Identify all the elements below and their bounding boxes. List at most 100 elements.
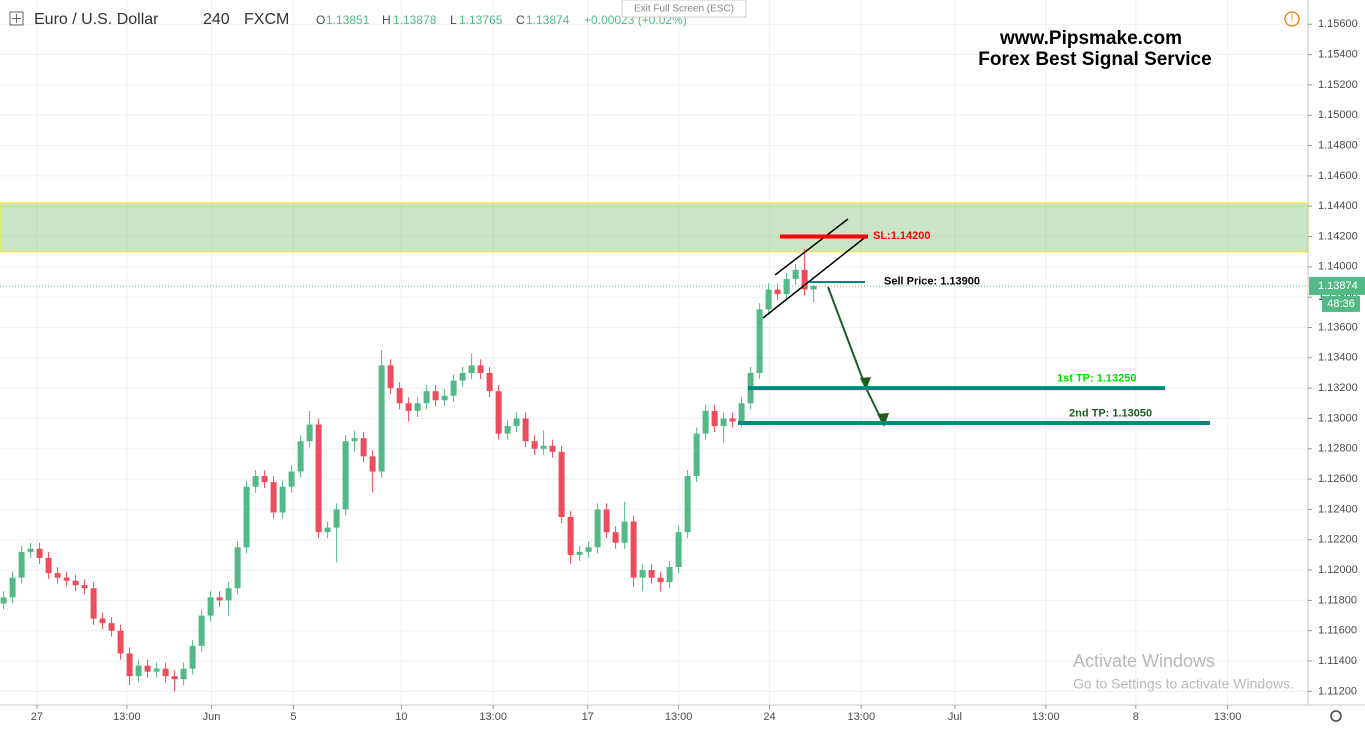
candle-body: [783, 278, 790, 295]
candle-body: [513, 418, 520, 427]
ohlc-label: H: [382, 13, 391, 27]
y-tick-label: 1.13200: [1318, 382, 1358, 394]
candle-body: [468, 365, 475, 373]
candle-body: [99, 618, 106, 624]
exit-button-label[interactable]: Exit Full Screen (ESC): [634, 4, 734, 15]
candle-body: [126, 653, 133, 677]
candle-body: [639, 570, 646, 578]
candle-body: [729, 418, 736, 422]
x-tick-label: 5: [290, 711, 296, 723]
x-tick-label: 8: [1133, 711, 1139, 723]
exit-button[interactable]: [621, 0, 747, 18]
zone: [0, 202, 1309, 253]
arrow-head: [860, 377, 871, 390]
y-tick-label: 1.15200: [1318, 79, 1358, 91]
price-label-box: [1309, 276, 1365, 295]
candle-body: [576, 551, 583, 555]
candle-body: [612, 532, 619, 543]
candle-body: [423, 391, 430, 404]
candle-body: [243, 486, 250, 548]
candle-body: [774, 289, 781, 295]
ohlc-value: 1.13878: [393, 13, 437, 27]
header: Euro / U.S. Dollar 240 FXCM O 1.13851 H …: [9, 0, 1342, 722]
y-tick-label: 1.15000: [1318, 109, 1358, 121]
x-tick-label: 13:00: [113, 711, 141, 723]
source: FXCM: [244, 11, 289, 28]
candle-body: [36, 548, 43, 558]
candle-body: [27, 548, 34, 552]
level-label: Sell Price: 1.13900: [884, 275, 980, 287]
y-tick-label: 1.14600: [1318, 170, 1358, 182]
annotations: SL:1.14200 Sell Price: 1.13900 1st TP: 1.1…: [0, 230, 1308, 425]
alert-icon[interactable]: [1284, 11, 1300, 27]
candle-body: [630, 521, 637, 578]
candle-body: [792, 269, 799, 279]
candle-body: [666, 567, 673, 583]
ohlc-label: L: [450, 13, 457, 27]
candle-body: [270, 482, 277, 513]
candle-body: [396, 388, 403, 404]
x-tick-label: Jul: [948, 711, 962, 723]
candle-body: [189, 645, 196, 669]
arrow-head: [877, 413, 889, 427]
y-tick-label: 1.15400: [1318, 48, 1358, 60]
ohlc-label: O: [316, 13, 325, 27]
candle-body: [261, 476, 268, 483]
watermark: Forex Best Signal Service: [978, 49, 1211, 70]
candle-body: [225, 588, 232, 601]
y-tick-label: 1.12600: [1318, 473, 1358, 485]
candle-body: [594, 509, 601, 548]
ohlc-value: 1.13851: [326, 13, 370, 27]
candle-body: [378, 365, 385, 472]
candle-body: [567, 517, 574, 555]
candle-body: [756, 309, 763, 373]
candle-body: [540, 445, 547, 449]
x-tick-label: 17: [582, 711, 594, 723]
x-tick-label: Jun: [203, 711, 221, 723]
candle-body: [711, 410, 718, 427]
x-tick-label: 13:00: [665, 711, 693, 723]
countdown: 48:36: [1327, 298, 1355, 310]
candle-body: [54, 573, 61, 578]
grid: [0, 0, 1308, 705]
ohlc-value: 1.13874: [526, 13, 570, 27]
candle-body: [495, 391, 502, 434]
candle-body: [450, 380, 457, 396]
x-tick-label: 27: [31, 711, 43, 723]
symbol: Euro / U.S. Dollar: [34, 11, 159, 28]
candle-body: [585, 547, 592, 552]
watermark: www.Pipsmake.com: [999, 28, 1182, 49]
candle-body: [477, 365, 484, 373]
header-icon[interactable]: [9, 11, 24, 26]
candle-body: [522, 418, 529, 442]
candle-body: [693, 433, 700, 477]
y-tick-label: 1.12400: [1318, 503, 1358, 515]
x-tick-label: 10: [395, 711, 407, 723]
candle-body: [414, 403, 421, 411]
candle-body: [504, 426, 511, 434]
y-tick-label: 1.14200: [1318, 230, 1358, 242]
settings-icon[interactable]: [1330, 710, 1342, 722]
candle-body: [117, 630, 124, 654]
candle-body: [441, 395, 448, 401]
x-tick-label: 24: [763, 711, 775, 723]
candle-body: [486, 372, 493, 392]
x-tick-label: 13:00: [479, 711, 507, 723]
candle-body: [198, 615, 205, 646]
candle-body: [405, 403, 412, 411]
candle-body: [216, 597, 223, 601]
level-label: 1st TP: 1.13250: [1057, 373, 1137, 385]
candle-body: [207, 597, 214, 616]
y-tick-label: 1.11800: [1318, 594, 1357, 606]
y-tick-label: 1.11600: [1318, 625, 1357, 637]
candle-body: [765, 289, 772, 310]
candle-body: [72, 580, 79, 586]
candle-body: [801, 269, 808, 290]
x-tick-label: 13:00: [848, 711, 876, 723]
candle-body: [387, 365, 394, 389]
alert-icon: !: [1291, 14, 1294, 25]
y-tick-label: 1.12800: [1318, 443, 1358, 455]
candle-body: [171, 676, 178, 680]
